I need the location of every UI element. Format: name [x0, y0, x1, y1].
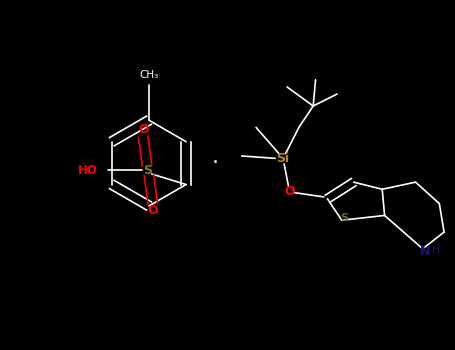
Text: CH₃: CH₃ [139, 70, 159, 80]
Text: O: O [147, 204, 158, 217]
Text: H: H [432, 245, 440, 255]
Text: Si: Si [276, 152, 289, 165]
Text: S: S [143, 164, 152, 177]
Text: O: O [284, 185, 295, 198]
Text: O: O [138, 123, 148, 136]
Text: HO: HO [78, 164, 98, 177]
Text: N: N [420, 245, 430, 258]
Text: S: S [340, 213, 348, 223]
Text: ·: · [212, 153, 219, 173]
